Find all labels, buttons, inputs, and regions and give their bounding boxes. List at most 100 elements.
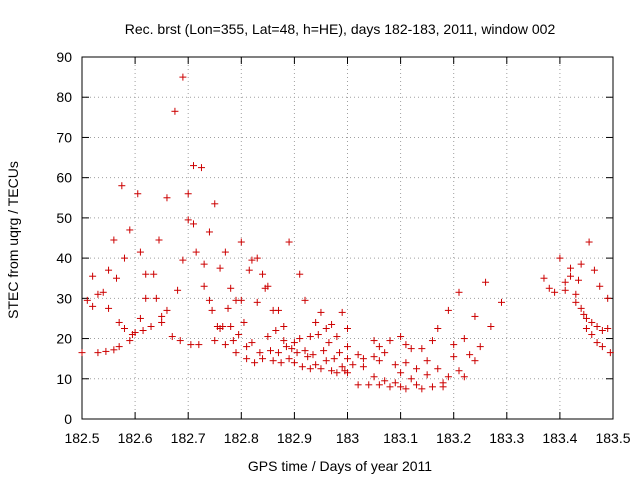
data-point bbox=[375, 343, 383, 351]
data-point bbox=[391, 361, 399, 369]
data-point bbox=[439, 379, 447, 387]
data-point bbox=[333, 333, 341, 341]
data-point bbox=[423, 371, 431, 379]
data-point bbox=[590, 266, 598, 274]
data-point bbox=[444, 373, 452, 381]
data-point bbox=[370, 337, 378, 345]
data-point bbox=[190, 162, 198, 170]
data-point bbox=[386, 383, 394, 391]
data-point bbox=[407, 345, 415, 353]
data-point bbox=[118, 182, 126, 190]
x-tick-label: 183.1 bbox=[383, 430, 418, 446]
data-point bbox=[274, 349, 282, 357]
data-point bbox=[99, 288, 107, 296]
data-point bbox=[312, 361, 320, 369]
data-point bbox=[163, 306, 171, 314]
data-point bbox=[338, 363, 346, 371]
data-point bbox=[402, 385, 410, 393]
data-point bbox=[277, 359, 285, 367]
data-point bbox=[582, 314, 590, 322]
data-point bbox=[354, 381, 362, 389]
data-point bbox=[338, 308, 346, 316]
data-point bbox=[471, 312, 479, 320]
data-point bbox=[227, 284, 235, 292]
data-point bbox=[354, 351, 362, 359]
data-point bbox=[248, 339, 256, 347]
data-point bbox=[115, 318, 123, 326]
data-point bbox=[397, 369, 405, 377]
data-point bbox=[179, 73, 187, 81]
data-point bbox=[155, 236, 163, 244]
data-point bbox=[200, 282, 208, 290]
data-point bbox=[296, 270, 304, 278]
data-point bbox=[577, 260, 585, 268]
data-point bbox=[487, 322, 495, 330]
data-point bbox=[171, 107, 179, 115]
data-point bbox=[585, 238, 593, 246]
chart-title: Rec. brst (Lon=355, Lat=48, h=HE), days … bbox=[125, 21, 556, 37]
x-tick-label: 183.3 bbox=[489, 430, 524, 446]
x-tick-label: 182.7 bbox=[171, 430, 206, 446]
data-point bbox=[344, 369, 351, 377]
data-point bbox=[375, 357, 383, 365]
data-point bbox=[540, 274, 548, 282]
data-point bbox=[274, 306, 282, 314]
data-point bbox=[574, 276, 582, 284]
data-point bbox=[290, 339, 298, 347]
data-point bbox=[551, 288, 559, 296]
data-point bbox=[604, 325, 612, 332]
data-point bbox=[187, 341, 195, 349]
data-point bbox=[596, 282, 604, 290]
data-point bbox=[450, 341, 458, 349]
data-point bbox=[561, 286, 569, 294]
data-point bbox=[317, 365, 325, 373]
data-point bbox=[402, 341, 410, 349]
data-point bbox=[370, 373, 378, 381]
data-point bbox=[152, 294, 160, 302]
data-point bbox=[105, 304, 113, 312]
data-point bbox=[158, 312, 166, 320]
data-point bbox=[328, 367, 336, 375]
y-tick-label: 20 bbox=[56, 331, 72, 347]
x-axis-label: GPS time / Days of year 2011 bbox=[248, 458, 432, 474]
data-point bbox=[163, 194, 171, 202]
data-point bbox=[471, 357, 479, 365]
data-point bbox=[179, 256, 187, 264]
y-tick-label: 60 bbox=[56, 170, 72, 186]
data-point bbox=[455, 288, 463, 296]
grid-lines bbox=[82, 57, 613, 419]
data-point bbox=[293, 349, 301, 357]
data-point bbox=[216, 264, 224, 272]
data-point bbox=[561, 278, 569, 286]
data-point bbox=[309, 351, 317, 359]
data-point bbox=[604, 294, 612, 302]
data-point bbox=[94, 349, 102, 357]
y-axis-label: STEC from uqrg / TECUs bbox=[5, 161, 21, 319]
data-point bbox=[176, 337, 184, 345]
data-point bbox=[301, 347, 309, 355]
data-point bbox=[253, 254, 261, 262]
data-point bbox=[142, 294, 150, 302]
data-point bbox=[243, 355, 251, 363]
data-point bbox=[219, 322, 227, 330]
data-point bbox=[235, 331, 243, 339]
y-tick-label: 70 bbox=[56, 129, 72, 145]
data-point bbox=[460, 335, 468, 343]
data-point bbox=[245, 266, 253, 274]
data-point bbox=[455, 367, 463, 375]
data-point bbox=[304, 353, 312, 361]
data-point bbox=[349, 361, 357, 369]
data-point bbox=[572, 298, 580, 306]
data-point bbox=[259, 270, 267, 278]
data-point bbox=[325, 339, 333, 347]
data-point bbox=[314, 331, 322, 339]
data-point bbox=[253, 298, 261, 306]
data-point bbox=[174, 286, 182, 294]
y-tick-label: 10 bbox=[56, 371, 72, 387]
data-point bbox=[197, 164, 205, 172]
data-point bbox=[418, 345, 426, 353]
data-point bbox=[344, 343, 351, 351]
data-point bbox=[110, 346, 118, 354]
